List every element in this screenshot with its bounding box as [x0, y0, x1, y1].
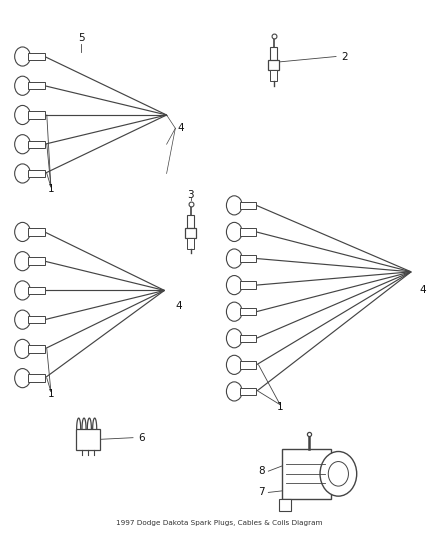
- Circle shape: [14, 47, 30, 66]
- Circle shape: [14, 310, 30, 329]
- Text: 1997 Dodge Dakota Spark Plugs, Cables & Coils Diagram: 1997 Dodge Dakota Spark Plugs, Cables & …: [116, 520, 322, 526]
- Text: 1: 1: [48, 184, 54, 195]
- Text: 1: 1: [277, 402, 283, 413]
- Bar: [28, 53, 45, 60]
- Text: 4: 4: [177, 123, 184, 133]
- Circle shape: [14, 106, 30, 125]
- Bar: [240, 201, 256, 209]
- Text: 5: 5: [78, 33, 85, 43]
- Bar: [28, 316, 45, 324]
- Circle shape: [226, 196, 242, 215]
- Bar: [240, 387, 256, 395]
- Circle shape: [14, 164, 30, 183]
- Bar: [28, 345, 45, 353]
- Bar: [270, 70, 277, 82]
- Circle shape: [14, 340, 30, 359]
- Bar: [28, 287, 45, 294]
- Circle shape: [14, 222, 30, 241]
- Bar: [28, 141, 45, 148]
- Circle shape: [226, 329, 242, 348]
- Bar: [240, 335, 256, 342]
- Circle shape: [14, 252, 30, 271]
- Text: 8: 8: [258, 466, 265, 476]
- Bar: [240, 281, 256, 289]
- Circle shape: [14, 135, 30, 154]
- Bar: [28, 82, 45, 90]
- Bar: [187, 215, 194, 229]
- Circle shape: [226, 276, 242, 295]
- Bar: [268, 60, 279, 70]
- Circle shape: [14, 368, 30, 387]
- Bar: [187, 238, 194, 249]
- Bar: [28, 228, 45, 236]
- Circle shape: [14, 281, 30, 300]
- Bar: [279, 499, 291, 511]
- Bar: [28, 111, 45, 119]
- Circle shape: [226, 249, 242, 268]
- Circle shape: [320, 451, 357, 496]
- Text: 6: 6: [138, 433, 145, 443]
- Circle shape: [226, 382, 242, 401]
- Bar: [185, 228, 196, 238]
- Bar: [28, 169, 45, 177]
- Bar: [240, 361, 256, 368]
- Bar: [240, 255, 256, 262]
- Text: 2: 2: [341, 52, 348, 61]
- Bar: [282, 449, 331, 499]
- Circle shape: [226, 222, 242, 241]
- Bar: [240, 308, 256, 316]
- Circle shape: [226, 302, 242, 321]
- Circle shape: [14, 76, 30, 95]
- Bar: [28, 257, 45, 265]
- Text: 7: 7: [258, 488, 265, 497]
- Text: 1: 1: [48, 389, 54, 399]
- Text: 3: 3: [187, 190, 194, 200]
- Text: 4: 4: [420, 286, 427, 295]
- Bar: [240, 228, 256, 236]
- Text: 4: 4: [175, 301, 182, 311]
- Bar: [28, 374, 45, 382]
- Bar: [270, 47, 277, 61]
- Bar: [76, 429, 100, 450]
- Circle shape: [328, 462, 349, 486]
- Circle shape: [226, 356, 242, 374]
